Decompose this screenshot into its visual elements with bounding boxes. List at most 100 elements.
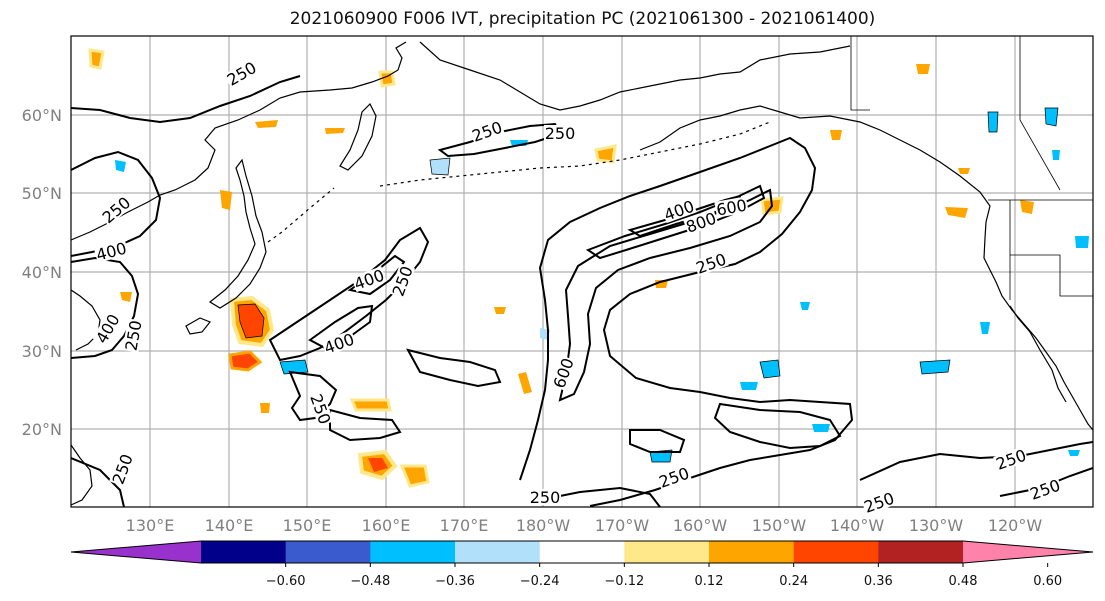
contour-label-text: 400 bbox=[352, 265, 387, 293]
precip-patch bbox=[368, 458, 388, 472]
colorbar-tick-label: −0.12 bbox=[604, 574, 644, 589]
colorbar-segment bbox=[370, 541, 456, 563]
contour-label-bg bbox=[550, 355, 577, 391]
contour-label: 400 bbox=[321, 329, 357, 358]
precip-patch bbox=[279, 359, 309, 375]
contour-label: 250 bbox=[861, 488, 897, 517]
contour-label-bg bbox=[307, 391, 334, 427]
coastlines bbox=[71, 41, 1093, 506]
lon-label: 160°E bbox=[362, 516, 411, 535]
precip-patch bbox=[120, 292, 132, 302]
contour-label-text: 250 bbox=[388, 264, 416, 299]
contour-label-bg bbox=[714, 196, 749, 218]
contour-label-text: 250 bbox=[545, 124, 576, 143]
lon-label: 130°E bbox=[126, 516, 175, 535]
contour-label-bg bbox=[389, 263, 416, 299]
precip-patch bbox=[429, 157, 451, 176]
contour-label: 400 bbox=[93, 238, 129, 265]
colorbar-tick-label: −0.60 bbox=[266, 574, 306, 589]
contour-label-text: 250 bbox=[530, 488, 561, 507]
precip-patch bbox=[800, 302, 810, 310]
colorbar-tick-label: 0.24 bbox=[779, 574, 808, 589]
precip-patch bbox=[1044, 107, 1059, 127]
contour-label: 600 bbox=[549, 355, 578, 391]
contour-label: 250 bbox=[693, 249, 729, 278]
precip-patch bbox=[1075, 236, 1089, 248]
latitude-labels: 60°N 50°N 40°N 30°N 20°N bbox=[22, 106, 62, 439]
contour-label-bg bbox=[93, 239, 129, 263]
lon-label: 150°E bbox=[283, 516, 332, 535]
colorbar: −0.60 −0.48 −0.36 −0.24 −0.12 0.12 0.24 0.36 0.4… bbox=[70, 540, 1094, 589]
contour-label: 250 bbox=[544, 124, 576, 143]
precip-patch bbox=[325, 128, 345, 134]
contour-label-text: 250 bbox=[99, 193, 135, 227]
map-layers bbox=[71, 36, 1093, 507]
precip-patch bbox=[958, 168, 970, 174]
colorbar-segment bbox=[624, 541, 710, 563]
colorbar-segment bbox=[285, 541, 371, 563]
precip-patch bbox=[812, 424, 830, 432]
contour-label-text: 600 bbox=[549, 356, 577, 391]
lon-label: 180°W bbox=[516, 516, 571, 535]
colorbar-tick-label: 0.48 bbox=[949, 574, 978, 589]
contour-label-text: 250 bbox=[122, 319, 146, 352]
contour-label: 250 bbox=[1027, 475, 1063, 504]
precip-patch bbox=[740, 382, 758, 390]
colorbar-segment bbox=[455, 541, 541, 563]
colorbar-tick-label: −0.48 bbox=[350, 574, 390, 589]
contour-label-text: 250 bbox=[694, 249, 729, 277]
colorbar-segment bbox=[539, 541, 625, 563]
contour-label-bg bbox=[321, 330, 357, 357]
colorbar-tick-label: 0.60 bbox=[1033, 574, 1062, 589]
contour-label-text: 250 bbox=[1028, 475, 1063, 503]
contour-label-text: 250 bbox=[862, 488, 897, 516]
contour-label-bg bbox=[109, 451, 136, 487]
contour-label-text: 250 bbox=[108, 452, 136, 487]
contour-label-bg bbox=[1027, 476, 1063, 503]
lon-label: 140°W bbox=[830, 516, 885, 535]
lat-label: 50°N bbox=[22, 184, 62, 203]
contour-label-bg bbox=[469, 118, 505, 145]
precip-patch bbox=[919, 359, 951, 375]
precip-patch bbox=[830, 130, 842, 140]
contour-label: 250 bbox=[993, 445, 1029, 474]
contour-label-text: 250 bbox=[657, 463, 692, 491]
contour-label: 250 bbox=[656, 463, 692, 492]
precip-patch bbox=[594, 144, 617, 164]
contour-label-bg bbox=[92, 310, 123, 347]
lon-label: 140°E bbox=[205, 516, 254, 535]
precip-patch bbox=[494, 307, 506, 314]
precip-patch bbox=[1020, 200, 1034, 214]
contour-label-bg bbox=[683, 209, 719, 236]
contour-label-bg bbox=[661, 197, 697, 224]
contour-label-text: 250 bbox=[470, 117, 505, 145]
contour-label: 600 bbox=[714, 196, 749, 220]
lat-label: 60°N bbox=[22, 106, 62, 125]
lon-label: 170°W bbox=[595, 516, 650, 535]
precip-patch bbox=[237, 303, 265, 339]
contour-label-text: 400 bbox=[94, 238, 128, 264]
precip-patch bbox=[980, 322, 990, 334]
map-title: 2021060900 F006 IVT, precipitation PC (2… bbox=[289, 9, 876, 29]
contour-label: 250 bbox=[108, 451, 137, 487]
contour-label-text: 250 bbox=[306, 392, 334, 427]
colorbar-over-extend bbox=[963, 541, 1093, 563]
lat-label: 40°N bbox=[22, 263, 62, 282]
contour-label-bg bbox=[993, 446, 1029, 473]
colorbar-segment bbox=[201, 541, 287, 563]
precip-patch bbox=[945, 207, 968, 218]
contour-label: 250 bbox=[529, 488, 561, 507]
colorbar-segment bbox=[709, 541, 795, 563]
precip-patch bbox=[260, 403, 270, 413]
contour-label-bg bbox=[544, 125, 576, 141]
lon-label: 130°W bbox=[909, 516, 964, 535]
precip-patch bbox=[399, 464, 430, 488]
precip-patch bbox=[115, 160, 126, 172]
precip-patch bbox=[88, 48, 105, 70]
ivt-contours bbox=[71, 75, 1093, 507]
lon-label: 160°W bbox=[673, 516, 728, 535]
contour-label: 250 bbox=[99, 193, 135, 227]
colorbar-tick-label: −0.24 bbox=[520, 574, 560, 589]
